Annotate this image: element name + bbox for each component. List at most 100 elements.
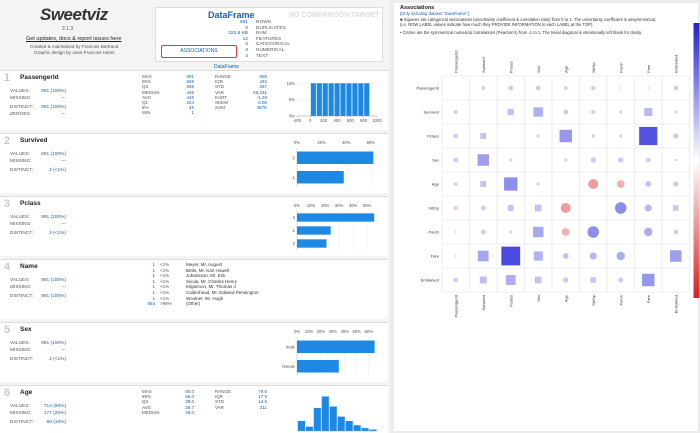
docs-link[interactable]: Get updates, docs & report issues here	[26, 36, 122, 42]
comparison-target: NO COMPARISON TARGET	[289, 12, 380, 19]
y-tick-label: 1	[293, 175, 296, 180]
feature-index: 4	[4, 261, 11, 273]
stat-label: 95%	[142, 79, 152, 85]
y-tick-label: 3	[293, 215, 296, 220]
list-percent: <1%	[160, 290, 170, 295]
association-square	[618, 277, 623, 283]
stat-label: RANGE	[215, 389, 232, 394]
association-square	[673, 229, 678, 235]
correlation-circle	[453, 182, 458, 186]
association-square	[453, 157, 458, 163]
association-square	[536, 182, 540, 186]
stat-label: AVG	[142, 94, 152, 100]
bar	[297, 213, 375, 222]
stat-value: 0	[245, 25, 248, 31]
stat-value: 890	[259, 74, 267, 79]
stat-value: 80.0	[185, 389, 194, 394]
x-tick-label: 10%	[307, 203, 316, 208]
credit: Created & maintained by Francois Bertran…	[30, 44, 119, 49]
column-label: Survived	[481, 57, 486, 73]
stat-label: MEDIAN	[142, 89, 160, 95]
histogram-bar	[310, 83, 316, 116]
correlation-circle	[587, 226, 600, 238]
stat-label: MEDIAN	[142, 409, 160, 415]
summary-value: 714 (80%)	[43, 404, 66, 409]
correlation-circle	[560, 202, 571, 214]
x-tick-label: 30%	[335, 203, 344, 208]
summary-value: 88 (10%)	[46, 420, 66, 425]
associations-note: (i.e. ROW LABEL values indicate how much…	[400, 22, 594, 27]
stat-label: VAR	[215, 404, 224, 410]
x-tick-label: 0%	[294, 203, 300, 208]
association-square	[642, 273, 655, 287]
bar	[297, 340, 375, 353]
feature-name: Age	[20, 389, 33, 396]
association-square	[563, 109, 568, 115]
list-count: 1	[152, 295, 155, 301]
x-tick-label: 200	[320, 118, 328, 123]
list-percent: <1%	[160, 295, 170, 301]
stat-value: 28.0	[185, 409, 194, 415]
association-square	[564, 158, 568, 162]
chart: 0% 10% 20% 30% 40% 50% 60% male female	[282, 329, 375, 376]
stat-label: RANGE	[215, 74, 232, 79]
y-tick-label: 1	[293, 228, 296, 233]
stat-value: 211	[259, 404, 267, 410]
list-count: 884	[147, 301, 155, 307]
association-square	[672, 205, 679, 211]
stat-label: MAX	[142, 74, 152, 79]
x-tick-label: 600	[347, 118, 355, 123]
association-square	[509, 158, 513, 162]
correlation-circle	[647, 87, 650, 89]
histogram-bar	[345, 420, 353, 431]
summary-label: VALUES:	[10, 404, 30, 409]
bar	[297, 360, 339, 373]
correlation-circle	[454, 231, 457, 233]
x-tick-label: 50%	[353, 329, 362, 334]
associations-note: • Circles are the symmetrical numerical …	[400, 29, 643, 35]
stat-label: STD	[215, 84, 224, 90]
associations-button-label[interactable]: ASSOCIATIONS	[180, 48, 218, 54]
summary-value: ---	[61, 284, 66, 290]
association-square	[536, 134, 540, 138]
stat-value: 1	[191, 110, 194, 116]
association-square	[590, 277, 597, 283]
association-square	[453, 277, 458, 283]
y-tick-label: 10%	[287, 81, 296, 86]
x-tick-label: 20%	[321, 203, 330, 208]
list-percent: <1%	[160, 262, 170, 267]
version: 2.1.3	[62, 26, 74, 32]
stat-value: 446	[186, 89, 194, 95]
x-tick-label: 40%	[342, 140, 351, 145]
stat-label: SKEW	[215, 100, 229, 105]
list-name: Betts, Mr. Karl Howell	[186, 267, 230, 273]
dataframe-box: DataFrame NO COMPARISON TARGET 891 ROWS 0 DUP…	[155, 7, 383, 62]
feature-index: 3	[4, 198, 11, 210]
summary-label: MISSING:	[10, 221, 32, 227]
stat-label: ROWS	[256, 20, 271, 25]
association-matrix: PassengerId PassengerId PassengerId Survive…	[417, 23, 700, 317]
associations-button[interactable]: ASSOCIATIONS	[161, 45, 237, 58]
chart: 0% 20% 40% 60% 0 1	[293, 140, 375, 187]
stat-value: 445	[259, 79, 267, 85]
correlation-circle	[616, 251, 625, 261]
column-label: SibSp	[591, 294, 596, 305]
summary-value: ---	[61, 347, 66, 353]
association-square	[559, 129, 572, 143]
list-count: 1	[152, 278, 155, 284]
summary-value: 891 (100%)	[41, 341, 66, 346]
stat-label: VAR	[215, 89, 224, 95]
association-square	[477, 250, 489, 262]
stat-value: 224	[186, 100, 194, 105]
summary-value: 891 (100%)	[41, 89, 66, 94]
dataframe-title: DataFrame	[208, 10, 255, 20]
associations-note: [Only including dataset "DataFrame"]	[400, 11, 469, 16]
stat-value: 846	[186, 79, 194, 85]
color-bar	[693, 23, 700, 298]
histogram-bar	[297, 420, 305, 431]
association-square	[501, 246, 521, 266]
associations-title: Associations	[400, 5, 435, 11]
association-square	[507, 205, 514, 211]
correlation-circle	[454, 255, 457, 257]
row-label: Survived	[423, 110, 439, 115]
